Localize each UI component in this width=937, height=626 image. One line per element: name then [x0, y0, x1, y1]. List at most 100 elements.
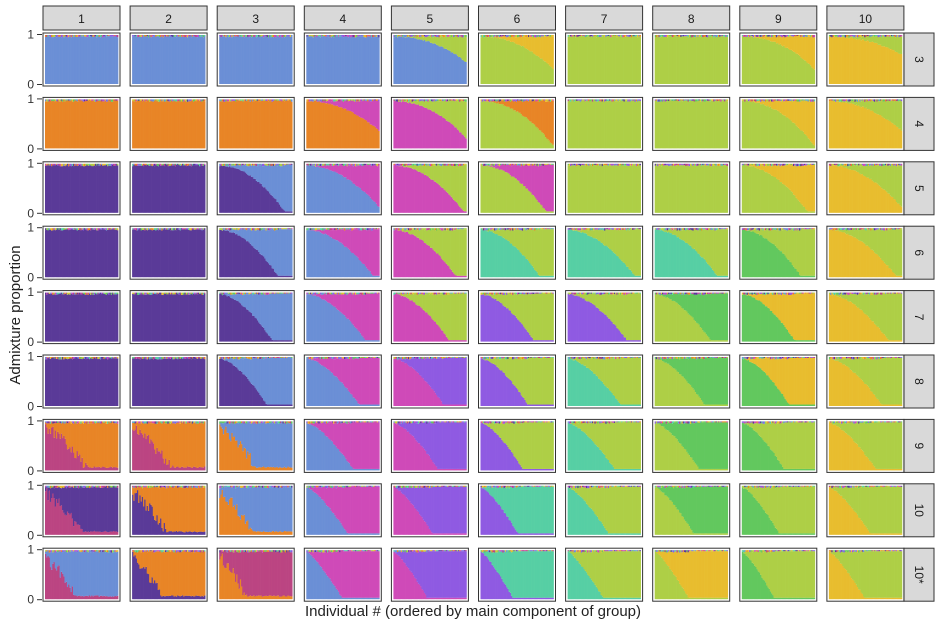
admixture-bar-main — [264, 258, 266, 278]
admixture-bar-minor — [784, 37, 786, 48]
admixture-bar-noise — [833, 163, 836, 165]
admixture-bar-minor — [542, 165, 545, 208]
admixture-bar-minor — [756, 101, 758, 103]
admixture-bar-main — [873, 112, 876, 149]
admixture-bar-main — [309, 101, 312, 149]
admixture-bar-main — [750, 101, 752, 149]
admixture-bar-noise — [862, 35, 865, 37]
admixture-bar-minor — [872, 36, 875, 43]
admixture-bar-noise — [412, 163, 415, 166]
admixture-bar-main — [864, 41, 866, 84]
admixture-bar-noise — [57, 163, 59, 166]
admixture-bar-noise — [875, 163, 877, 165]
admixture-bar-noise — [150, 99, 152, 101]
admixture-bar-main — [519, 182, 521, 213]
admixture-bar-main — [724, 36, 726, 84]
admixture-bar-noise — [71, 228, 74, 230]
admixture-bar-main — [767, 105, 769, 149]
admixture-bar-minor — [510, 37, 513, 43]
admixture-bar-noise — [883, 35, 886, 37]
admixture-bar-main — [828, 101, 831, 149]
admixture-bar-minor — [345, 164, 347, 178]
admixture-bar-minor — [800, 36, 802, 58]
column-strip-label: 4 — [339, 12, 346, 26]
admixture-bar-noise — [526, 163, 529, 166]
admixture-bar-main — [662, 164, 664, 213]
admixture-bar-main — [808, 64, 811, 84]
admixture-bar-noise — [270, 163, 272, 167]
admixture-bar-main — [278, 100, 281, 149]
admixture-bar-noise — [435, 163, 438, 166]
admixture-bar-noise — [248, 99, 250, 102]
admixture-bar-main — [599, 101, 601, 149]
admixture-bar-noise — [57, 228, 59, 231]
admixture-bar-minor — [878, 165, 881, 186]
admixture-bar-noise — [696, 99, 698, 102]
admixture-bar-main — [520, 114, 523, 149]
admixture-bar-main — [503, 105, 506, 149]
admixture-bar-main — [203, 164, 206, 213]
admixture-bar-noise — [433, 35, 436, 37]
admixture-bar-main — [881, 46, 883, 84]
admixture-bar-main — [376, 36, 379, 84]
admixture-bar-minor — [882, 37, 884, 47]
admixture-bar-main — [276, 100, 278, 149]
admixture-bar-noise — [526, 99, 529, 101]
admixture-bar-minor — [410, 165, 412, 168]
admixture-bar-main — [282, 36, 285, 84]
admixture-bar-noise — [135, 163, 138, 166]
admixture-bar-noise — [612, 163, 615, 166]
admixture-bar-main — [878, 44, 881, 84]
admixture-bar-minor — [809, 164, 812, 212]
admixture-bar-main — [693, 37, 696, 84]
admixture-bar-minor — [266, 230, 269, 263]
admixture-bar-noise — [140, 35, 143, 37]
admixture-bar-main — [756, 168, 758, 213]
admixture-bar-noise — [236, 99, 238, 102]
admixture-bar-main — [595, 164, 598, 213]
admixture-bar-noise — [540, 163, 542, 166]
admixture-bar-minor — [497, 165, 500, 169]
admixture-bar-noise — [526, 35, 529, 37]
admixture-bar-noise — [201, 35, 204, 37]
admixture-bar-noise — [778, 163, 780, 166]
admixture-bar-main — [764, 105, 767, 149]
admixture-bar-minor — [897, 100, 899, 127]
admixture-bar-minor — [504, 101, 507, 106]
admixture-bar-noise — [108, 163, 110, 166]
admixture-bar-main — [744, 101, 746, 149]
admixture-bar-main — [403, 37, 405, 84]
admixture-bar-noise — [376, 163, 379, 167]
admixture-bar-main — [145, 229, 148, 278]
admixture-bar-noise — [705, 99, 708, 101]
admixture-bar-noise — [77, 228, 80, 230]
admixture-bar-main — [157, 166, 160, 213]
admixture-bar-main — [200, 36, 202, 84]
admixture-bar-noise — [887, 163, 889, 166]
admixture-bar-main — [180, 101, 183, 149]
admixture-bar-main — [541, 132, 543, 149]
admixture-bar-main — [417, 104, 420, 149]
admixture-bar-main — [163, 166, 166, 213]
admixture-bar-main — [179, 37, 182, 84]
admixture-bar-noise — [832, 163, 835, 166]
admixture-bar-noise — [146, 228, 149, 231]
admixture-bar-minor — [453, 166, 455, 200]
admixture-bar-main — [427, 41, 430, 84]
admixture-bar-noise — [90, 228, 92, 231]
admixture-bar-noise — [618, 99, 621, 102]
admixture-bar-main — [140, 165, 143, 213]
admixture-bar-main — [633, 164, 635, 213]
admixture-bar-main — [493, 167, 496, 213]
admixture-bar-noise — [870, 35, 872, 37]
admixture-bar-noise — [54, 163, 57, 166]
admixture-bar-minor — [529, 165, 531, 192]
admixture-bar-main — [672, 36, 675, 84]
admixture-bar-noise — [138, 99, 140, 101]
admixture-bar-noise — [141, 228, 144, 230]
admixture-bar-minor — [463, 37, 466, 62]
admixture-bar-main — [720, 165, 722, 213]
admixture-bar-main — [668, 101, 670, 149]
admixture-bar-minor — [848, 166, 850, 170]
admixture-bar-noise — [842, 35, 844, 37]
